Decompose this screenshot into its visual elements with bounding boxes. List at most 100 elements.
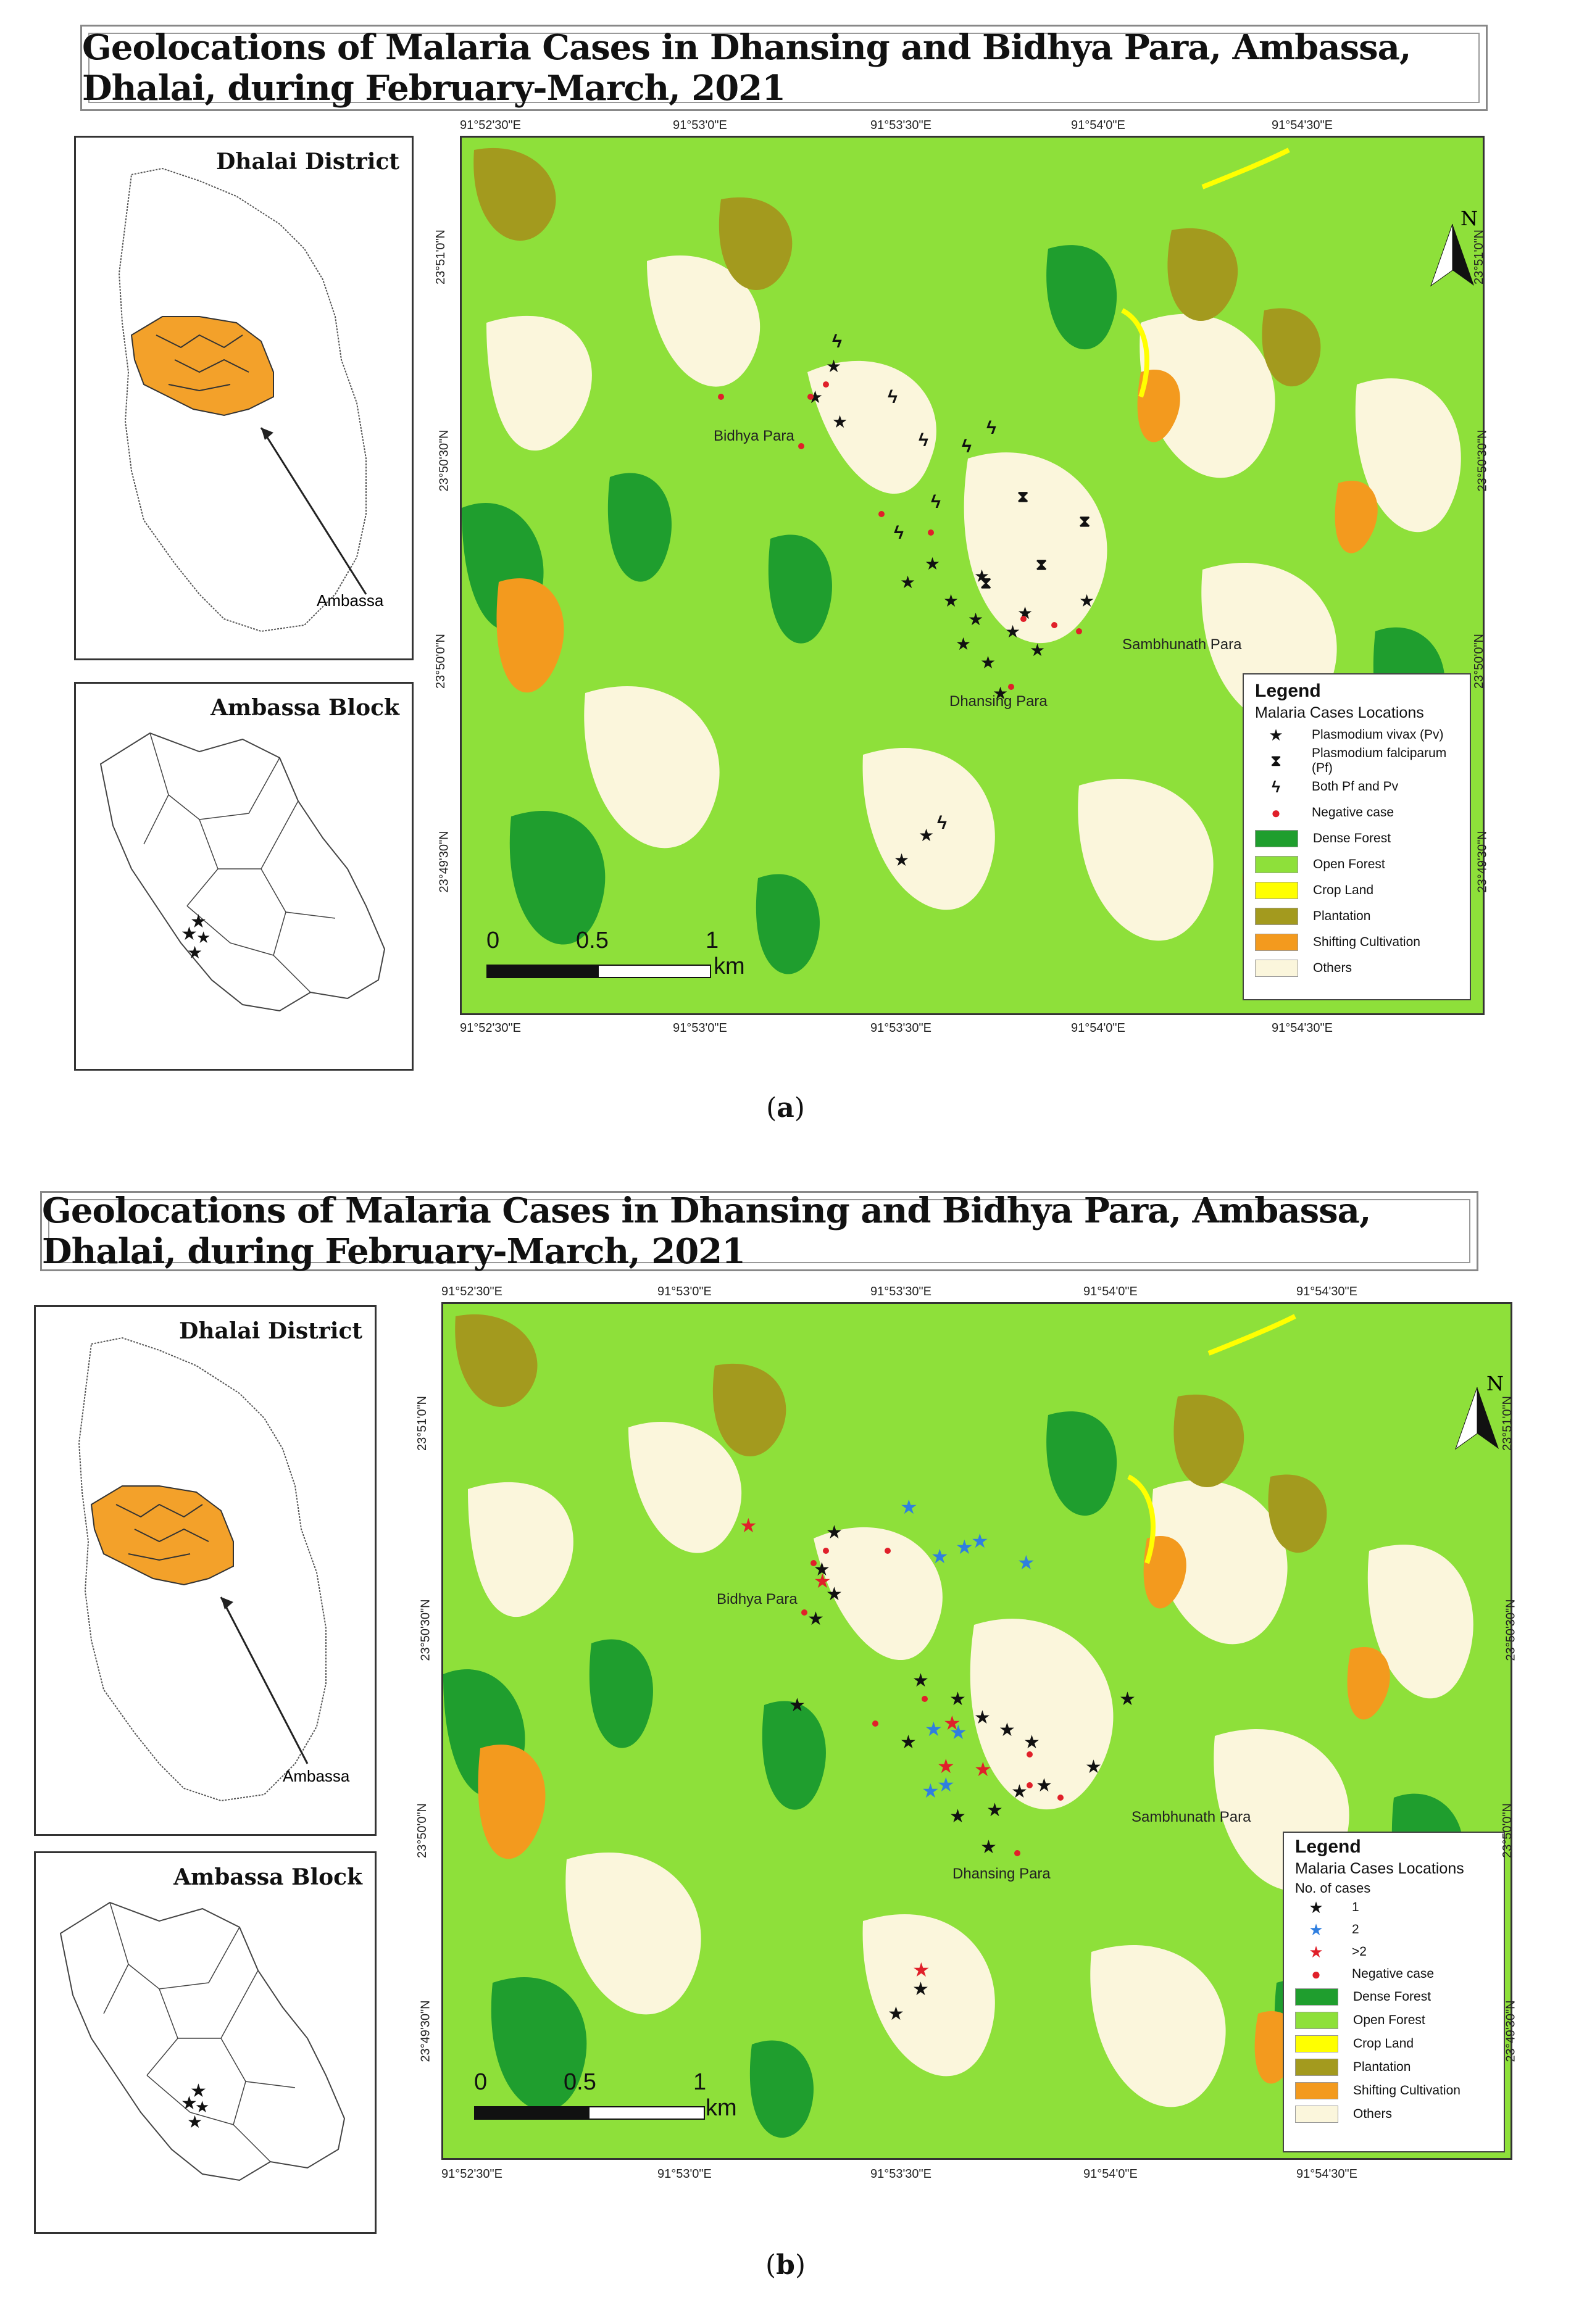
one-case-marker: ★ xyxy=(789,1695,806,1716)
lon-bottom-1-b: 91°52'30"E xyxy=(441,2167,502,2181)
lon-bottom-3-b: 91°53'30"E xyxy=(870,2167,931,2181)
lon-bottom-3: 91°53'30"E xyxy=(870,1021,931,1035)
district-inset-title: Dhalai District xyxy=(216,149,399,175)
legend-item-open-forest: Open Forest xyxy=(1255,852,1459,878)
legend-subtitle2-b: No. of cases xyxy=(1295,1880,1371,1896)
pf-case-marker: ⧗ xyxy=(1079,512,1090,530)
north-label: N xyxy=(1461,207,1478,230)
negative-case-marker xyxy=(1051,622,1057,628)
lon-bottom-4-b: 91°54'0"E xyxy=(1083,2167,1138,2181)
one-case-marker: ★ xyxy=(999,1720,1015,1740)
legend-item-shifting-b: Shifting Cultivation xyxy=(1295,2079,1493,2102)
pf-case-marker: ⧗ xyxy=(980,573,991,592)
legend-item-plantation-b: Plantation xyxy=(1295,2056,1493,2079)
lat-right-4-b: 23°49'30"N xyxy=(1504,2000,1518,2062)
negative-case-marker xyxy=(807,394,814,400)
lat-right-2-b: 23°50'30"N xyxy=(1504,1599,1518,1661)
legend-item-dense-forest-b: Dense Forest xyxy=(1295,1985,1493,2009)
place-label-bidhya-b: Bidhya Para xyxy=(717,1591,798,1608)
scale-unit: km xyxy=(714,953,745,979)
lon-top-2-b: 91°53'0"E xyxy=(657,1285,712,1298)
lat-left-2-b: 23°50'30"N xyxy=(419,1599,433,1661)
block-inset-b: Ambassa Block ★ ★ ★ ★ xyxy=(34,1851,377,2234)
both-case-marker: ϟ xyxy=(888,387,898,407)
pv-case-marker: ★ xyxy=(826,357,841,376)
one-case-marker: ★ xyxy=(1036,1775,1052,1796)
negative-case-marker xyxy=(823,381,829,388)
pv-markers: ★ ★ ★ ★ ★ ★ ★ ★ ★ ★ ★ ★ ★ ★ ★ ★ ★ xyxy=(807,357,1094,869)
place-label-dhansing-b: Dhansing Para xyxy=(952,1865,1051,1882)
one-case-marker: ★ xyxy=(986,1800,1003,1820)
case-markers-b: ★ ★ ★ ★ ★ ★ ★ ★ ★ ★ ★ ★ ★ ★ ★ ★ ★ ★ ★ ★ xyxy=(740,1496,1136,2024)
district-inset-b: Dhalai District Ambassa xyxy=(34,1305,377,1836)
place-label-dhansing: Dhansing Para xyxy=(949,693,1048,710)
scale-unit-b: km xyxy=(706,2095,737,2121)
lon-top-3: 91°53'30"E xyxy=(870,118,931,132)
lat-right-4: 23°49'30"N xyxy=(1475,831,1490,893)
negative-case-marker xyxy=(1027,1751,1033,1758)
two-case-marker: ★ xyxy=(949,1721,967,1743)
block-inset-title: Ambassa Block xyxy=(210,695,399,721)
legend-subtitle-b: Malaria Cases Locations xyxy=(1295,1860,1464,1877)
svg-text:★: ★ xyxy=(196,928,210,947)
both-case-marker: ϟ xyxy=(937,813,947,833)
one-case-marker: ★ xyxy=(1085,1757,1102,1777)
one-case-marker: ★ xyxy=(1023,1732,1040,1753)
pv-case-marker: ★ xyxy=(900,573,915,592)
negative-case-marker xyxy=(922,1696,928,1702)
negative-case-marker xyxy=(885,1548,891,1554)
negative-case-marker xyxy=(872,1720,878,1727)
legend-title-b: Legend xyxy=(1295,1836,1361,1857)
lon-top-1: 91°52'30"E xyxy=(460,118,521,132)
block-outline-map: ★ ★ ★ ★ xyxy=(99,732,386,1012)
legend-item-pf: ⧗ Plasmodium falciparum (Pf) xyxy=(1270,746,1447,775)
gt2-case-marker: ★ xyxy=(814,1570,831,1592)
legend-item-one: ★ 1 xyxy=(1309,1898,1359,1917)
lon-bottom-5-b: 91°54'30"E xyxy=(1296,2167,1357,2181)
legend-item-negative-b: ● Negative case xyxy=(1311,1964,1435,1983)
svg-text:★: ★ xyxy=(190,2081,207,2101)
negative-markers-b xyxy=(801,1548,1064,1856)
one-case-marker: ★ xyxy=(807,1609,824,1629)
block-inset: Ambassa Block ★ ★ ★ ★ xyxy=(74,682,414,1071)
legend-item-others: Others xyxy=(1255,955,1459,981)
pv-case-marker: ★ xyxy=(1079,591,1094,610)
legend-title: Legend xyxy=(1255,681,1321,701)
pf-case-marker: ⧗ xyxy=(1036,555,1047,573)
legend-item-dense-forest: Dense Forest xyxy=(1255,826,1459,852)
caption-b: (b) xyxy=(765,2249,806,2281)
lon-bottom-4: 91°54'0"E xyxy=(1071,1021,1125,1035)
lat-right-1-b: 23°51'0"N xyxy=(1500,1396,1514,1451)
district-outline-map-b xyxy=(78,1337,327,1802)
two-case-marker: ★ xyxy=(937,1774,955,1796)
negative-case-marker xyxy=(1027,1782,1033,1788)
legend-item-both: ϟ Both Pf and Pv xyxy=(1272,777,1399,796)
scale-label-1-b: 1 xyxy=(693,2069,707,2095)
one-case-marker: ★ xyxy=(974,1708,991,1728)
map-title-box-b: Geolocations of Malaria Cases in Dhansin… xyxy=(40,1190,1478,1272)
both-case-marker: ϟ xyxy=(894,523,904,543)
negative-case-marker xyxy=(1014,1850,1020,1856)
negative-case-marker xyxy=(1008,684,1014,690)
main-map-b[interactable]: Bidhya Para Dhansing Para Sambhunath Par… xyxy=(441,1302,1512,2160)
pv-case-marker: ★ xyxy=(943,591,959,610)
lat-left-3-b: 23°50'0"N xyxy=(415,1803,429,1858)
legend-a: Legend Malaria Cases Locations ★ Plasmodi… xyxy=(1243,673,1471,1000)
gt2-case-marker: ★ xyxy=(974,1758,992,1780)
block-inset-title-b: Ambassa Block xyxy=(173,1864,362,1890)
block-outline-map-b: ★ ★ ★ ★ xyxy=(59,1901,346,2181)
main-map-a[interactable]: Bidhya Para Dhansing Para Sambhunath Par… xyxy=(460,136,1485,1015)
gt2-case-markers: ★ ★ ★ ★ ★ ★ xyxy=(740,1514,992,1981)
one-case-marker: ★ xyxy=(912,1979,929,1999)
district-inset: Dhalai District Ambassa xyxy=(74,136,414,660)
pv-case-marker: ★ xyxy=(925,554,940,573)
pv-case-marker: ★ xyxy=(1005,622,1020,641)
pv-case-marker: ★ xyxy=(894,850,909,869)
two-case-marker: ★ xyxy=(971,1530,989,1552)
one-case-marker: ★ xyxy=(826,1584,843,1604)
both-case-marker: ϟ xyxy=(962,436,972,457)
svg-text:★: ★ xyxy=(187,943,202,962)
pf-case-marker: ⧗ xyxy=(1017,487,1028,505)
gt2-case-marker: ★ xyxy=(912,1959,930,1981)
both-case-marker: ϟ xyxy=(919,430,928,450)
